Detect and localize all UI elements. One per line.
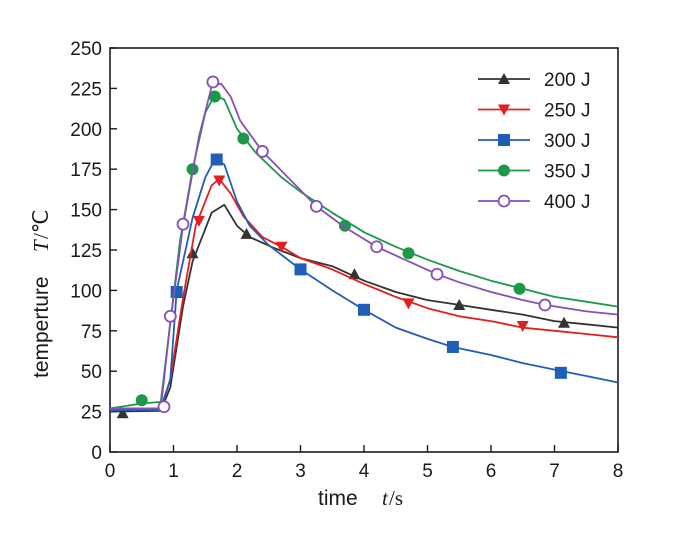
- data-point: [237, 132, 250, 145]
- legend-marker: [497, 194, 511, 208]
- legend-item: 300 J: [478, 131, 590, 152]
- data-point: [402, 247, 415, 260]
- data-point: [255, 145, 269, 158]
- x-axis-symbol: t: [382, 486, 389, 510]
- x-tick-label: 2: [232, 461, 243, 482]
- series-line: [110, 177, 619, 410]
- x-tick-label: 1: [168, 461, 179, 482]
- y-tick-label: 0: [91, 443, 102, 464]
- legend-label: 300 J: [544, 131, 590, 152]
- series-1: [110, 175, 619, 410]
- data-point: [558, 316, 571, 328]
- data-point: [453, 298, 466, 310]
- data-point: [206, 75, 220, 89]
- x-tick-label: 5: [422, 461, 433, 482]
- data-point: [176, 217, 190, 231]
- data-point: [348, 268, 361, 280]
- legend-item: 350 J: [478, 162, 590, 183]
- data-point: [170, 286, 183, 299]
- legend-item: 400 J: [478, 192, 590, 213]
- data-point: [192, 215, 205, 227]
- x-tick-label: 7: [549, 461, 560, 482]
- data-point: [446, 340, 459, 353]
- legend-marker: [498, 134, 510, 146]
- series-4: [110, 75, 619, 414]
- data-point: [186, 247, 199, 259]
- x-axis-unit: /s: [389, 486, 403, 510]
- x-tick-label: 8: [613, 461, 624, 482]
- series-layer: [109, 75, 619, 419]
- data-point: [163, 309, 177, 323]
- legend-label: 400 J: [544, 192, 590, 213]
- y-tick-label: 75: [81, 322, 102, 343]
- x-tick-label: 6: [486, 461, 497, 482]
- y-axis-label: temperture: [30, 276, 53, 378]
- data-point: [208, 90, 221, 103]
- series-line: [110, 82, 619, 410]
- y-tick-label: 200: [70, 120, 102, 141]
- y-axis-symbol: T: [29, 239, 53, 252]
- data-point: [116, 407, 129, 419]
- legend-item: 200 J: [478, 70, 590, 91]
- data-point: [554, 366, 567, 379]
- data-point: [210, 153, 223, 166]
- data-point: [213, 175, 226, 187]
- series-line: [109, 94, 619, 410]
- data-point: [513, 282, 526, 295]
- legend-label: 250 J: [544, 101, 590, 122]
- y-tick-label: 150: [70, 201, 102, 222]
- legend-item: 250 J: [478, 101, 590, 122]
- y-tick-label: 50: [81, 362, 102, 383]
- data-point: [430, 267, 444, 281]
- legend-label: 350 J: [544, 162, 590, 183]
- axis-ticks: 0 1 2 3 4 5 6 7 8 0 25 50 75 100 125 150 175 200 225 250: [70, 39, 623, 482]
- data-point: [157, 400, 171, 414]
- data-point: [135, 394, 148, 407]
- data-point: [516, 320, 529, 332]
- y-tick-label: 100: [70, 281, 102, 302]
- x-tick-label: 0: [105, 461, 116, 482]
- data-point: [370, 240, 384, 254]
- y-tick-label: 125: [70, 241, 102, 262]
- y-tick-label: 250: [70, 39, 102, 60]
- x-tick-label: 3: [295, 461, 306, 482]
- legend-marker: [498, 73, 510, 84]
- x-tick-label: 4: [359, 461, 370, 482]
- legend: 200 J 250 J 300 J 350 J 400 J: [478, 70, 590, 213]
- legend-marker: [498, 164, 510, 177]
- data-point: [309, 199, 323, 213]
- data-point: [358, 303, 370, 316]
- data-point: [402, 298, 415, 310]
- data-point: [538, 298, 552, 312]
- data-point: [240, 227, 253, 239]
- legend-label: 200 J: [544, 70, 590, 91]
- legend-marker: [498, 104, 510, 116]
- x-axis-label: time: [318, 487, 358, 510]
- data-point: [275, 241, 288, 253]
- data-point: [294, 263, 307, 276]
- y-tick-label: 225: [70, 79, 102, 100]
- series-line: [110, 158, 619, 411]
- y-tick-label: 175: [70, 160, 102, 181]
- y-tick-label: 25: [81, 403, 102, 424]
- y-axis-unit: /℃: [29, 210, 53, 239]
